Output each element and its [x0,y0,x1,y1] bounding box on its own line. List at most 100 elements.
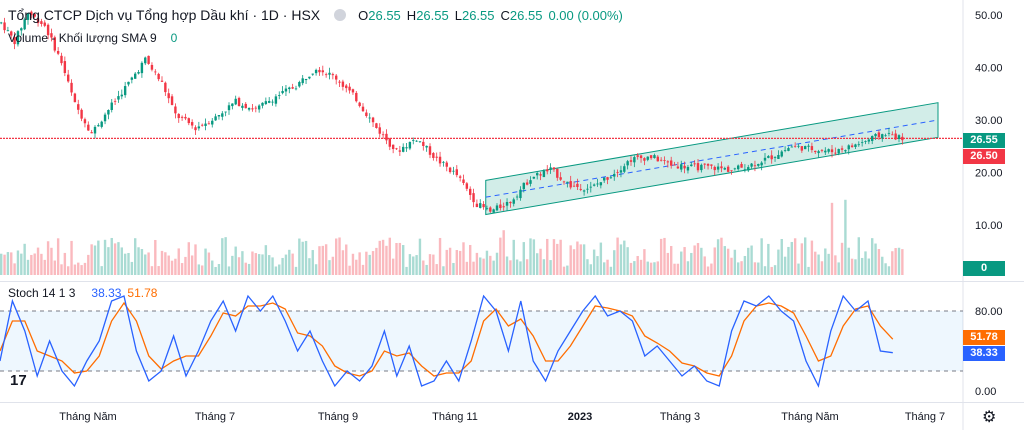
volume-bar [877,249,881,275]
candle [797,145,800,147]
ohlc-open-key: O [358,7,369,23]
volume-bar [224,237,227,275]
candle [663,160,666,161]
candle [298,82,301,87]
candle [10,31,13,36]
volume-bar [422,260,425,275]
volume-bar [0,253,3,275]
candle [613,173,616,177]
candle [301,78,304,84]
time-axis-tick: Tháng 7 [905,411,945,423]
volume-bar [740,261,743,275]
volume-bar [643,249,646,275]
volume-bar [261,254,264,275]
candle [767,156,770,158]
candle [499,204,502,209]
gear-icon[interactable]: ⚙ [982,409,997,426]
volume-bar [331,256,335,275]
volume-bar [180,263,184,275]
candle [542,170,546,178]
candle [46,24,50,36]
volume-bar [375,247,378,275]
candle [482,204,485,208]
candle [328,72,331,75]
candle [33,14,36,17]
candle [536,173,539,176]
candle [546,169,549,172]
candle [720,166,723,169]
candle [579,188,582,190]
volume-bar [204,248,207,275]
candle [107,109,110,115]
volume-bar [455,250,458,275]
candle [167,93,170,99]
volume-bar [23,243,26,275]
candle [737,165,740,170]
candle [381,134,385,136]
tradingview-logo-icon[interactable]: 17 [10,372,27,389]
candle [408,141,412,149]
candle [643,158,646,161]
candle [603,177,606,181]
volume-bar [462,242,465,275]
candle [686,166,690,171]
candle [599,182,603,186]
candle [385,133,388,141]
candle [274,96,278,104]
stoch-axis-tick: 0.00 [975,386,996,398]
candle [666,161,670,163]
volume-bar [221,238,224,275]
candle [351,89,355,93]
candle [502,206,505,208]
volume-bar [134,238,137,275]
volume-bar [770,266,773,275]
volume-bar [184,256,187,275]
volume-bar [830,202,834,275]
volume-legend-label: Volume - Khối lượng SMA 9 [8,31,157,45]
symbol-legend: Tổng CTCP Dịch vụ Tổng hợp Dầu khí · 1D … [8,7,623,23]
candle [676,166,680,169]
volume-bar [26,259,30,275]
volume-bar [100,266,103,275]
volume-bar [599,242,603,275]
candle [549,167,552,170]
candle [371,117,375,123]
candle [6,30,10,32]
candle [211,120,214,125]
eye-icon[interactable] [334,9,347,21]
candle [368,117,371,119]
ohlc-high-key: H [406,7,417,23]
candle [559,177,562,180]
candle [626,161,629,166]
candle [901,136,904,141]
volume-bar [760,238,763,275]
volume-bar [6,252,10,275]
volume-bar [324,244,328,275]
candle [40,21,43,24]
candle [753,165,757,167]
candle [465,183,469,189]
stoch-k-line [0,294,893,388]
candle [154,71,157,73]
candle [324,74,328,76]
volume-bar [20,253,23,275]
volume-bar [840,242,844,275]
volume-bar [43,259,46,275]
candle [646,156,649,160]
candle [740,163,743,168]
volume-bar [579,244,582,275]
volume-bar [710,263,713,275]
candle [241,105,244,108]
candle [824,150,827,153]
volume-bar [60,264,63,275]
candle [770,155,773,160]
candle [127,81,130,85]
volume-bar [539,248,542,275]
volume-bar [244,262,247,275]
volume-bar [790,241,793,275]
candle [391,144,395,150]
volume-bar [592,249,596,275]
candle [670,160,673,166]
candle [63,61,67,74]
volume-bar [90,244,93,275]
